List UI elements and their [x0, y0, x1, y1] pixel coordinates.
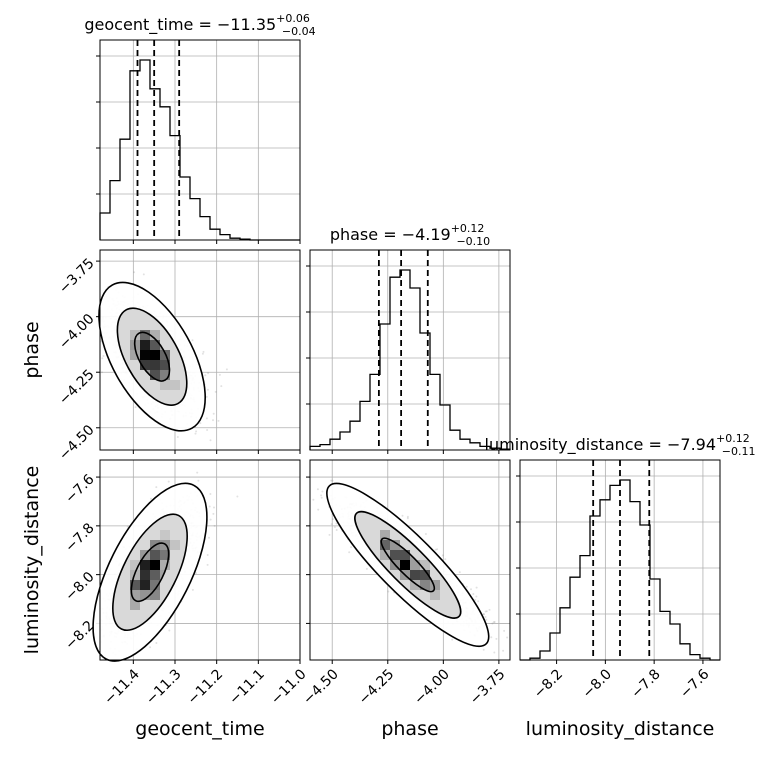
sample-point: [217, 419, 220, 422]
density-cell: [140, 570, 150, 580]
sample-point: [101, 357, 104, 360]
panel-frame: [99, 39, 301, 241]
sample-point: [197, 479, 200, 482]
sample-point: [206, 429, 209, 431]
sample-point: [214, 390, 217, 393]
histogram-title: luminosity_distance = −7.94+0.12 −0.11: [485, 432, 756, 458]
density-cell: [170, 540, 180, 550]
sample-point: [202, 350, 205, 353]
sample-point: [142, 273, 145, 276]
sample-point: [199, 422, 202, 425]
density-cell: [150, 590, 160, 600]
density-cell: [160, 530, 170, 540]
sample-point: [102, 355, 105, 357]
histogram-title: phase = −4.19+0.12 −0.10: [330, 222, 490, 248]
sample-point: [176, 436, 179, 438]
sample-point: [212, 419, 214, 422]
sample-point: [205, 417, 208, 420]
sample-point: [236, 495, 239, 498]
density-cell: [150, 570, 160, 580]
density-cell: [150, 560, 160, 570]
histogram-title: geocent_time = −11.35+0.06 −0.04: [84, 12, 315, 38]
sample-point: [206, 388, 209, 391]
sample-point: [155, 486, 158, 489]
sample-point: [208, 536, 210, 539]
density-cell: [140, 340, 150, 350]
sample-point: [168, 629, 171, 632]
sample-point: [213, 524, 216, 527]
density-cell: [140, 580, 150, 590]
density-cell: [150, 360, 160, 370]
density-cell: [150, 550, 160, 560]
sample-point: [209, 518, 212, 521]
sample-point: [134, 406, 137, 409]
histogram-panel-luminosity_distance: luminosity_distance = −7.94+0.12 −0.11: [485, 432, 756, 664]
density-cell: [140, 330, 150, 340]
sample-point: [167, 480, 170, 483]
sample-point: [191, 339, 194, 342]
sample-point: [204, 374, 207, 377]
histogram-step-line: [99, 59, 300, 241]
density-cell: [140, 350, 150, 360]
density-cell: [150, 350, 160, 360]
sample-point: [212, 412, 215, 415]
sample-point: [208, 505, 211, 508]
sample-point: [209, 493, 212, 495]
sample-point: [220, 385, 223, 388]
scatter-panel-geocent_time-vs-phase: [96, 249, 301, 454]
histogram-step-line: [309, 269, 511, 450]
sample-point: [206, 563, 209, 566]
sample-point: [133, 271, 136, 274]
histogram-panel-geocent_time: geocent_time = −11.35+0.06 −0.04: [84, 12, 316, 244]
sample-point: [206, 554, 209, 556]
sample-point: [195, 430, 198, 433]
panel-frame: [309, 249, 511, 451]
sample-point: [155, 642, 158, 644]
sample-point: [194, 432, 197, 435]
sample-point: [101, 371, 103, 374]
sample-point: [213, 506, 215, 509]
sample-point: [207, 372, 210, 375]
scatter-panel-phase-vs-luminosity_distance: [306, 459, 511, 664]
sample-point: [149, 646, 152, 649]
sample-point: [225, 368, 228, 371]
sample-point: [196, 471, 199, 474]
panel-frame: [519, 459, 721, 661]
density-cell: [170, 380, 180, 390]
sample-point: [191, 588, 194, 591]
sample-point: [150, 497, 152, 500]
sample-point: [205, 395, 208, 398]
scatter-panel-geocent_time-vs-luminosity_distance: [92, 459, 301, 664]
sample-point: [209, 439, 212, 442]
histogram-panel-phase: phase = −4.19+0.12 −0.10: [306, 222, 511, 454]
sample-point: [201, 352, 204, 355]
sample-point: [218, 373, 221, 376]
sample-point: [212, 512, 215, 515]
